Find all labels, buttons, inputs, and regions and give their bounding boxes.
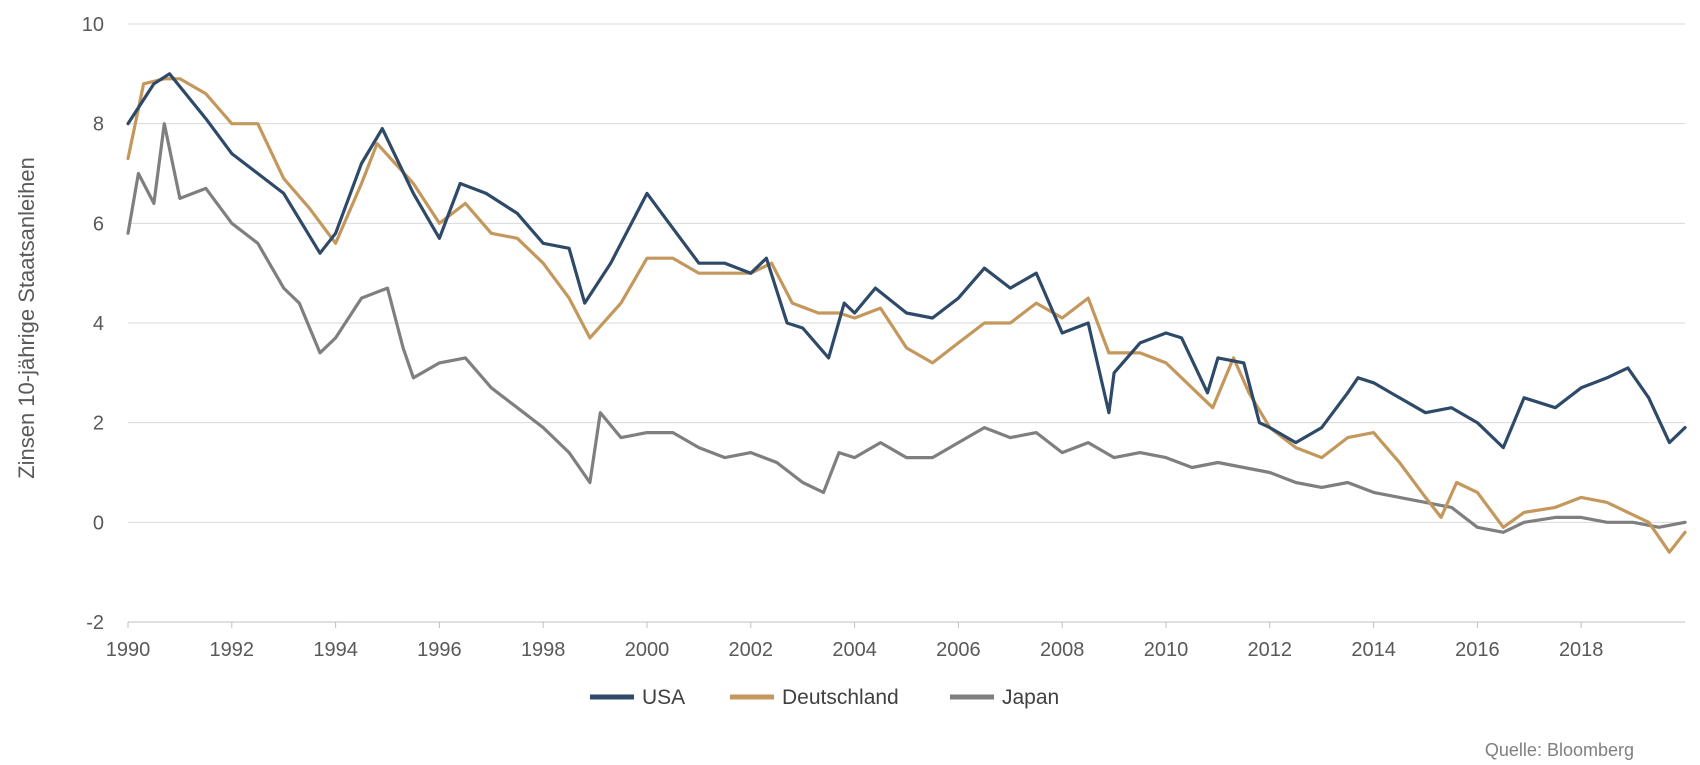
x-axis: 1990 1992 1994 1996 1998 2000 2002 2004 2006 2008… [106, 621, 1685, 661]
x-tick-label: 2006 [936, 639, 981, 661]
x-tick-label: 2016 [1455, 639, 1500, 661]
series-line-japan [126, 122, 1687, 534]
x-tick-label: 1990 [106, 639, 151, 661]
y-tick-label: 2 [93, 413, 104, 435]
legend-item-usa[interactable]: USA [590, 686, 685, 709]
y-axis-label: Zinsen 10-jährige Staatsanleihen [14, 157, 39, 479]
y-tick-label: 6 [93, 213, 104, 235]
y-tick-label: 8 [93, 114, 104, 136]
series-lines [126, 72, 1687, 554]
x-tick-label: 1998 [521, 639, 566, 661]
legend-label: USA [642, 686, 685, 709]
legend-item-japan[interactable]: Japan [950, 686, 1059, 709]
y-tick-label: 0 [93, 512, 104, 534]
source-note: Quelle: Bloomberg [1484, 740, 1634, 760]
x-tick-label: 2000 [625, 639, 670, 661]
x-tick-label: 1996 [417, 639, 462, 661]
x-tick-label: 2012 [1248, 639, 1293, 661]
x-tick-label: 2008 [1040, 639, 1085, 661]
x-tick-label: 1992 [210, 639, 255, 661]
series-line-usa [126, 72, 1687, 450]
x-tick-label: 2018 [1559, 639, 1604, 661]
y-tick-label: 10 [82, 14, 104, 36]
legend-label: Japan [1002, 686, 1059, 709]
legend-label: Deutschland [782, 686, 899, 709]
x-tick-label: 2004 [832, 639, 877, 661]
x-tick-label: 2014 [1351, 639, 1396, 661]
x-tick-label: 1994 [313, 639, 358, 661]
legend[interactable]: USA Deutschland Japan [590, 686, 1059, 709]
x-tick-label: 2010 [1144, 639, 1189, 661]
y-axis: 10 8 6 4 2 0 -2 [82, 14, 104, 634]
y-tick-label: 4 [93, 313, 104, 335]
series-line-deutschland [126, 77, 1687, 554]
y-tick-label: -2 [86, 612, 104, 634]
x-tick-label: 2002 [729, 639, 774, 661]
legend-item-deutschland[interactable]: Deutschland [730, 686, 899, 709]
gridlines [128, 23, 1685, 623]
